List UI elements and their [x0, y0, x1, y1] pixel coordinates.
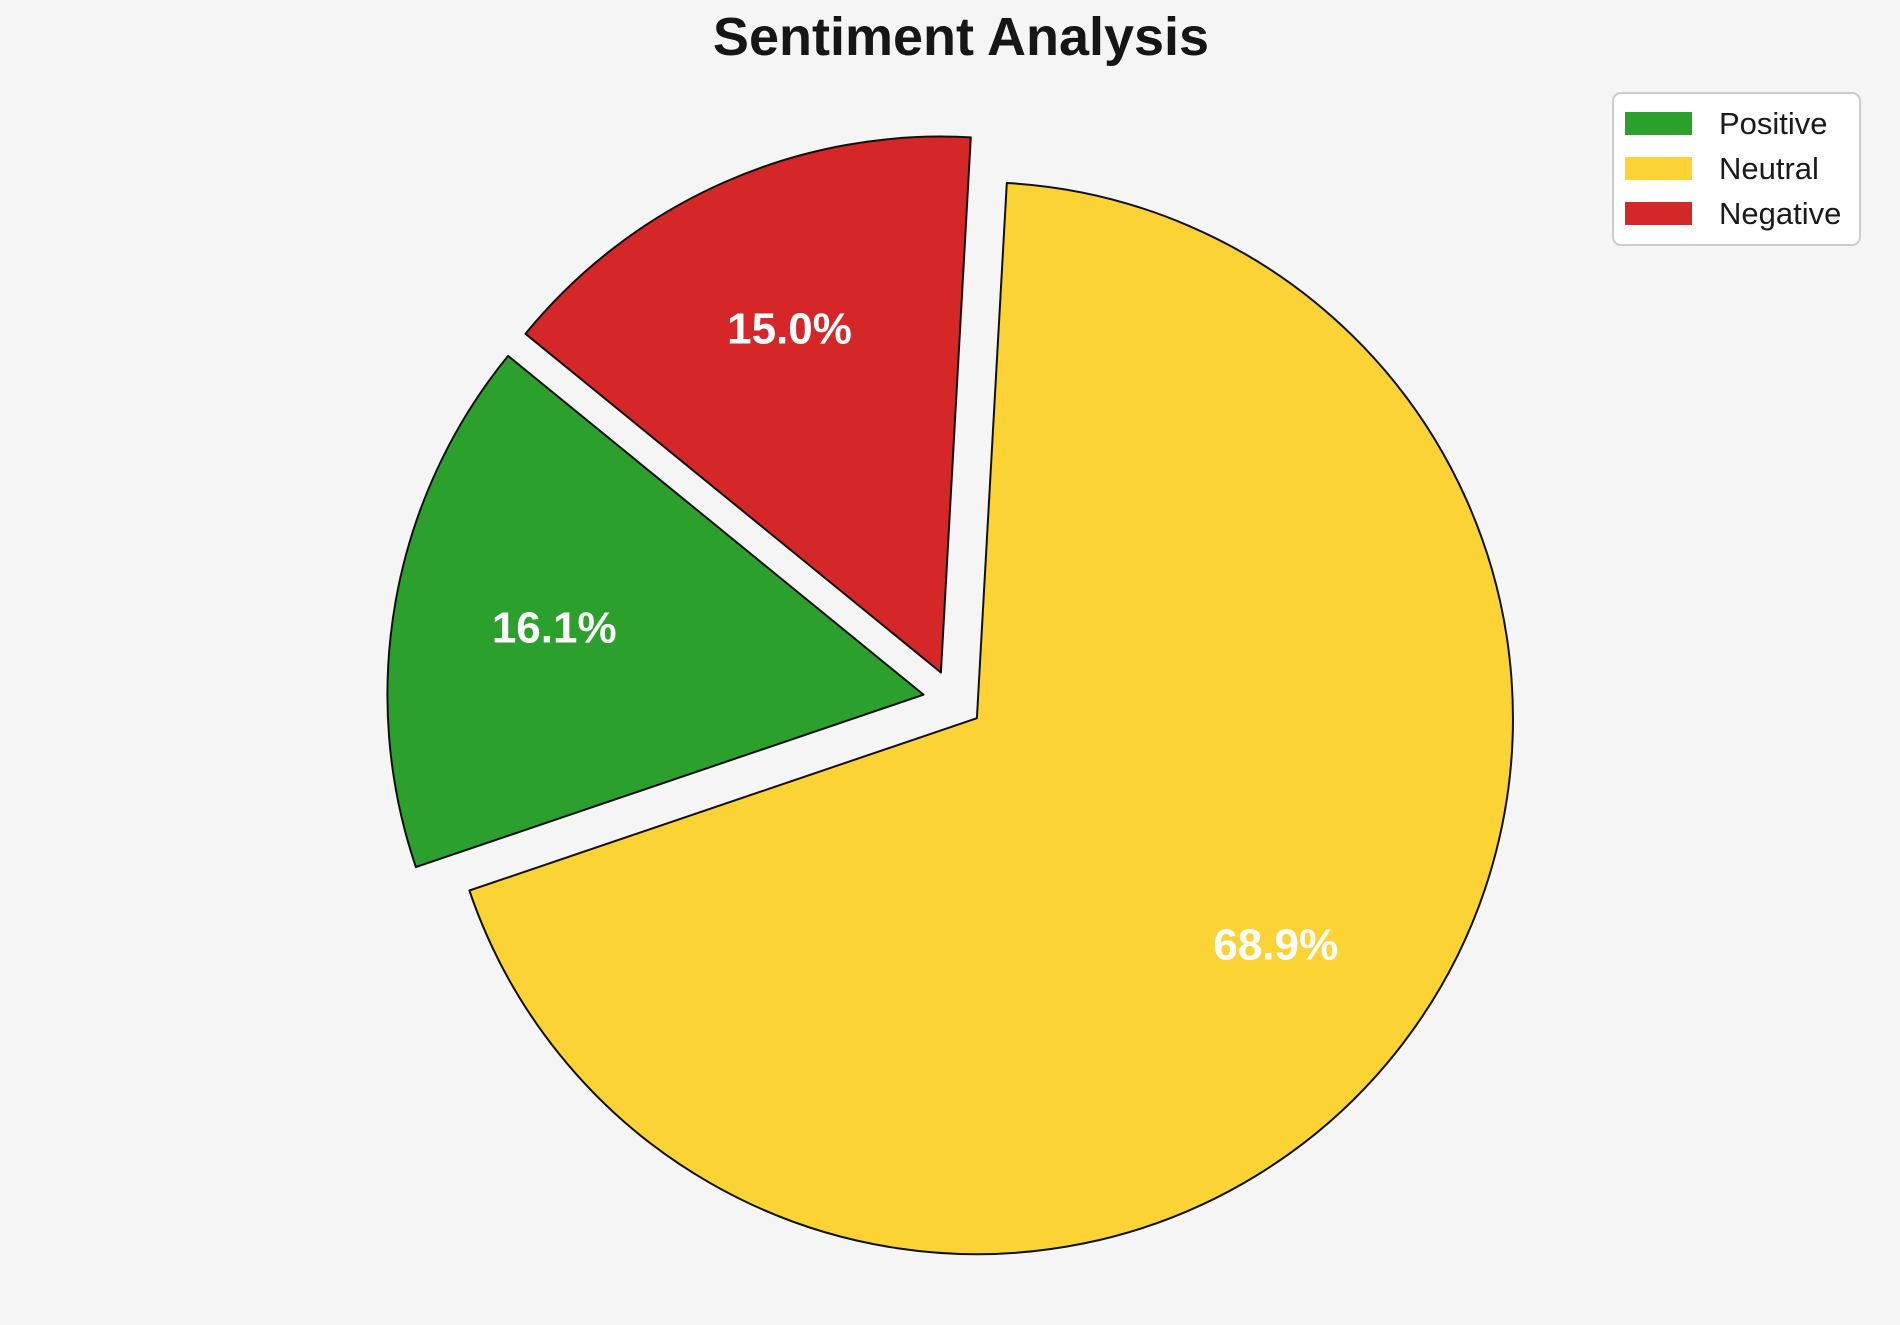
- legend-label-positive: Positive: [1719, 106, 1828, 141]
- pie-slice-neutral: [468, 182, 1514, 1256]
- pie-slice-positive: [386, 354, 925, 869]
- legend: Positive Neutral Negative: [1612, 92, 1861, 246]
- pie-slice-negative: [524, 135, 972, 674]
- pie-percent-label-negative: 15.0%: [727, 305, 852, 354]
- legend-item-neutral: Neutral: [1614, 146, 1859, 191]
- legend-label-neutral: Neutral: [1719, 151, 1819, 186]
- chart-title: Sentiment Analysis: [712, 7, 1210, 67]
- legend-swatch-positive: [1625, 112, 1692, 135]
- legend-label-negative: Negative: [1719, 196, 1842, 231]
- pie-percent-label-neutral: 68.9%: [1213, 921, 1338, 970]
- pie-percent-label-positive: 16.1%: [492, 604, 617, 653]
- legend-swatch-neutral: [1625, 157, 1692, 180]
- legend-item-negative: Negative: [1614, 191, 1859, 236]
- legend-item-positive: Positive: [1614, 101, 1859, 146]
- legend-swatch-negative: [1625, 202, 1692, 225]
